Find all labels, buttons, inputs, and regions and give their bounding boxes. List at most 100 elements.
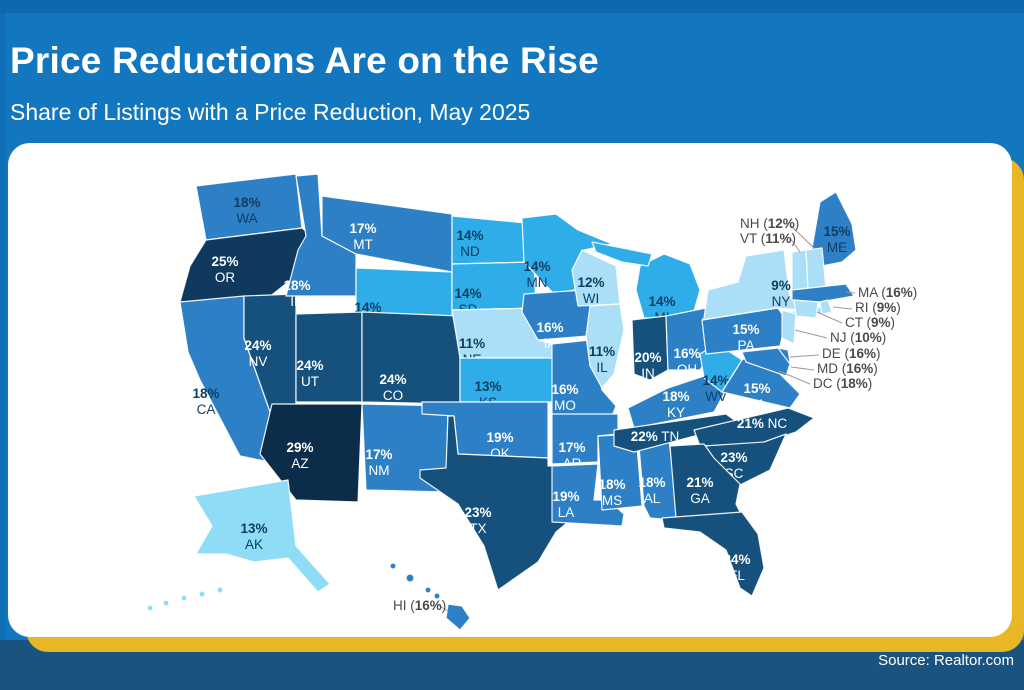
state-shape-OR	[179, 227, 313, 303]
state-shape-MT	[321, 195, 453, 273]
callout-label-HI: HI (16%)	[393, 598, 446, 613]
state-shape-AK	[193, 479, 331, 593]
state-label-IL: 11% IL	[589, 344, 615, 375]
state-label-TX: 23% TX	[464, 505, 491, 536]
state-label-AL: 18% AL	[638, 475, 665, 506]
callout-line-NH	[789, 224, 815, 249]
state-MS: 18% MS	[597, 433, 643, 511]
state-shape-VT	[791, 249, 809, 291]
state-label-OH: 16% OH	[673, 346, 700, 377]
callout-line-DE	[789, 354, 820, 358]
state-GA: 21% GA	[669, 443, 743, 519]
state-DE: DE (16%)	[777, 346, 881, 363]
state-CT: CT (9%)	[793, 299, 895, 330]
state-label-PA: 15% PA	[732, 322, 759, 353]
state-shape-AK	[146, 604, 154, 612]
state-shape-TX	[419, 415, 597, 591]
callout-label-VT: VT (11%)	[740, 231, 796, 246]
state-AK: 13% AK	[146, 479, 331, 612]
state-RI: RI (9%)	[819, 299, 901, 315]
page-title: Price Reductions Are on the Rise	[10, 40, 599, 81]
state-MA: MA (16%)	[791, 283, 917, 303]
state-shape-AZ	[259, 403, 363, 503]
state-label-CO: 24% CO	[379, 372, 406, 403]
state-label-NV: 24% NV	[244, 338, 271, 369]
state-NC: 21% NC	[693, 407, 815, 447]
state-label-TN: 22% TN	[631, 429, 680, 444]
callout-label-RI: RI (9%)	[855, 300, 901, 315]
state-CO: 24% CO	[361, 311, 461, 405]
state-label-MT: 17% MT	[349, 221, 376, 252]
callout-label-MD: MD (16%)	[817, 361, 878, 376]
state-label-CA: 18% CA	[192, 386, 219, 417]
callout-line-DC	[778, 370, 811, 385]
state-label-MS: 18% MS	[598, 477, 625, 508]
state-shape-IN	[631, 315, 669, 381]
state-shape-HI	[424, 586, 432, 594]
state-label-NC: 21% NC	[737, 416, 788, 431]
state-shape-RI	[819, 299, 833, 315]
state-shape-HI	[433, 592, 441, 600]
state-MN: 14% MN	[521, 213, 613, 295]
state-label-LA: 19% LA	[552, 489, 579, 520]
state-WV: 14% WV	[699, 343, 743, 404]
state-UT: 24% UT	[295, 311, 363, 403]
callout-line-HI	[437, 604, 449, 612]
callout-label-CT: CT (9%)	[845, 315, 895, 330]
state-label-ID: 18% ID	[283, 278, 310, 309]
source-attribution: Source: Realtor.com	[878, 652, 1014, 669]
left-edge-strip	[0, 0, 6, 648]
state-shape-IL	[585, 303, 625, 389]
state-VT: VT (11%)	[740, 231, 809, 291]
state-shape-FL	[661, 511, 765, 597]
state-IN: 20% IN	[631, 315, 669, 381]
callout-line-VT	[789, 237, 801, 253]
state-label-WA: 18% WA	[233, 195, 260, 226]
state-label-WV: 14% WV	[702, 373, 729, 404]
state-label-KY: 18% KY	[662, 389, 689, 420]
state-label-VA: 15% VA	[743, 381, 770, 412]
state-WI: 12% WI	[571, 249, 621, 307]
state-label-ME: 15% ME	[823, 224, 850, 255]
callout-label-NH: NH (12%)	[740, 216, 799, 231]
state-shape-TN	[613, 413, 741, 453]
state-MD: MD (16%)	[741, 347, 878, 377]
state-IL: 11% IL	[585, 303, 625, 389]
state-label-MN: 14% MN	[523, 259, 550, 290]
state-ID: 18% ID	[283, 173, 357, 309]
state-TX: 23% TX	[419, 415, 597, 591]
state-AZ: 29% AZ	[259, 403, 363, 503]
state-TN: 22% TN	[613, 413, 741, 453]
state-label-GA: 21% GA	[686, 475, 713, 506]
callout-line-MA	[845, 291, 856, 294]
callout-label-NJ: NJ (10%)	[830, 330, 886, 345]
callout-line-RI	[832, 306, 853, 310]
state-shape-AK	[216, 586, 224, 594]
state-WA: 18% WA	[195, 173, 303, 241]
state-HI: HI (16%)	[389, 562, 471, 631]
top-edge-strip	[0, 0, 1024, 13]
callout-line-CT	[816, 311, 843, 324]
state-shape-MI	[591, 241, 653, 267]
state-label-FL: 24% FL	[723, 552, 750, 583]
state-label-AK: 13% AK	[240, 521, 267, 552]
state-label-UT: 24% UT	[296, 358, 323, 389]
callout-label-DC: DC (18%)	[813, 376, 872, 391]
state-MT: 17% MT	[321, 195, 453, 273]
state-OR: 25% OR	[179, 227, 313, 303]
state-label-OR: 25% OR	[211, 254, 238, 285]
state-FL: 24% FL	[661, 511, 765, 597]
page-subtitle: Share of Listings with a Price Reduction…	[10, 99, 531, 125]
state-shape-NH	[805, 247, 827, 289]
state-shape-NY	[701, 249, 813, 321]
callout-line-MD	[790, 366, 815, 371]
state-shape-MD	[741, 347, 791, 377]
state-shape-AK	[162, 599, 170, 607]
state-shape-MI	[635, 253, 701, 319]
state-shape-CO	[361, 311, 461, 405]
state-shape-GA	[669, 443, 743, 519]
state-label-AZ: 29% AZ	[286, 440, 313, 471]
state-label-IN: 20% IN	[634, 350, 661, 381]
